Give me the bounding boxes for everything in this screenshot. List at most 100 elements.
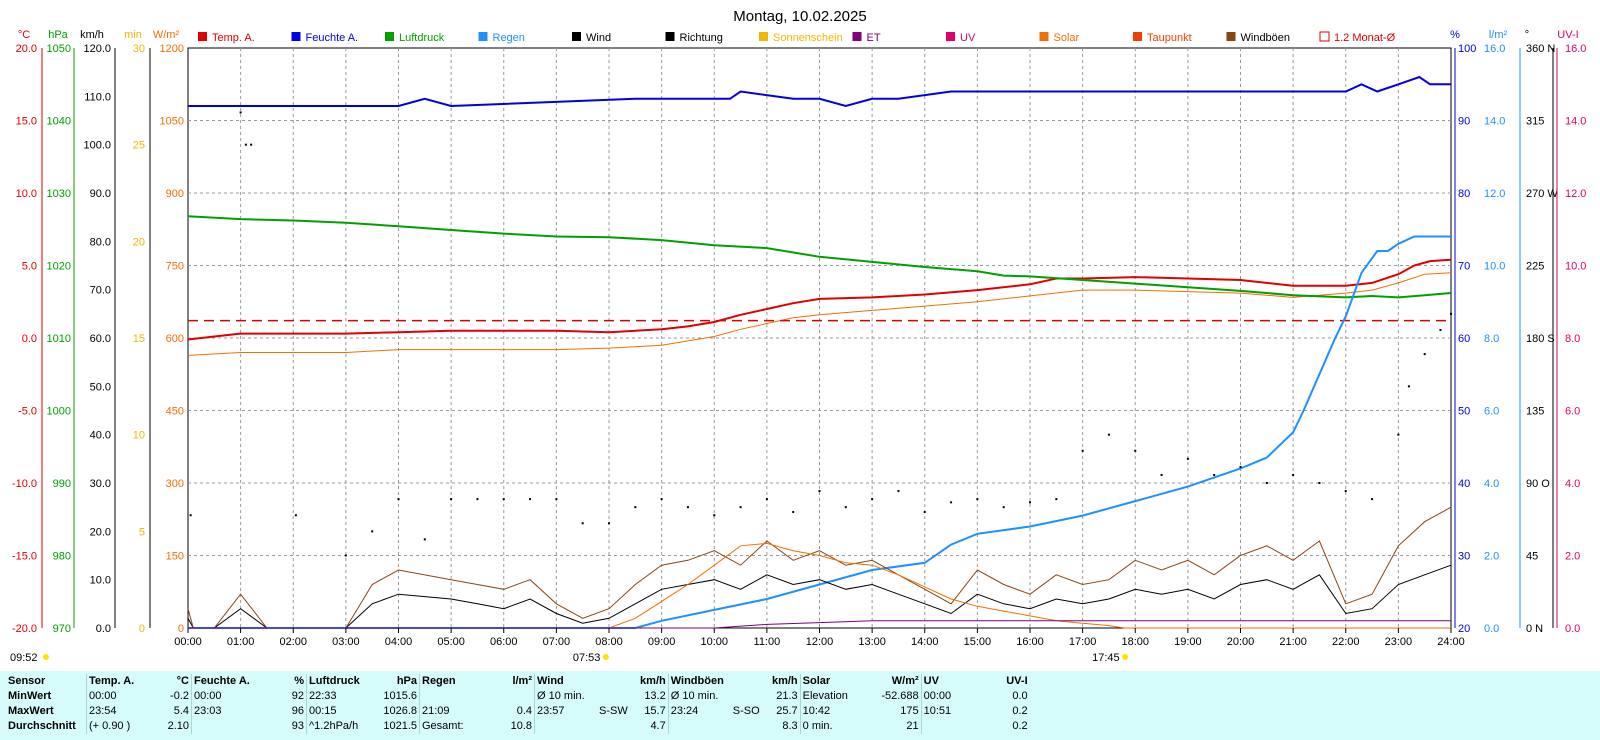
row-max-wind-time: 23:57 xyxy=(534,704,597,719)
point-richtung xyxy=(1397,433,1400,436)
point-richtung xyxy=(1423,353,1426,356)
point-richtung xyxy=(1160,473,1163,476)
point-richtung xyxy=(923,511,926,513)
row-avg: Durchschnitt (+ 0.90 ) 2.10 93 ^1.2hPa/h… xyxy=(6,719,1030,734)
row-min-uv-time: 00:00 xyxy=(920,689,976,704)
series-uv xyxy=(188,620,1451,629)
x-tick-label: 13:00 xyxy=(858,636,886,648)
x-tick-label: 08:00 xyxy=(595,636,623,648)
row-avg-label: Durchschnitt xyxy=(8,720,76,732)
row-max-solar-time: 10:42 xyxy=(799,704,867,719)
sunset-label: 17:45 xyxy=(1092,652,1120,664)
wind-tick-label: 50.0 xyxy=(90,381,111,393)
x-tick-label: 19:00 xyxy=(1174,636,1202,648)
direction-tick-label: 90 O xyxy=(1526,478,1550,490)
humidity-tick-label: 100 xyxy=(1458,43,1476,55)
series-wind xyxy=(187,564,1452,629)
sunshine-tick-label: 20 xyxy=(133,236,145,248)
row-min-wind-dir xyxy=(597,689,630,704)
legend-label: Windböen xyxy=(1241,32,1291,44)
point-richtung xyxy=(189,514,192,517)
point-richtung xyxy=(739,506,742,509)
hdr-temp: Temp. A. xyxy=(86,674,149,689)
row-max-uv-time: 10:51 xyxy=(920,704,976,719)
pressure-tick-label: 970 xyxy=(53,623,71,635)
point-richtung xyxy=(1002,506,1005,509)
point-richtung xyxy=(1107,433,1110,436)
series-feuchte-a- xyxy=(188,75,1451,108)
uv-tick-label: 6.0 xyxy=(1565,406,1580,418)
row-avg-gust-time xyxy=(667,719,731,734)
row-avg-wind-time xyxy=(534,719,597,734)
row-max-label: MaxWert xyxy=(8,705,54,717)
x-tick-label: 11:00 xyxy=(754,636,781,648)
uv-tick-label: 8.0 xyxy=(1565,333,1580,345)
row-max-hum-time: 23:03 xyxy=(191,704,266,719)
row-max-wind-value: 15.7 xyxy=(644,705,666,717)
row-max-press-time: 00:15 xyxy=(306,704,373,719)
temp-tick-label: 10.0 xyxy=(16,188,37,200)
pressure-tick-label: 1030 xyxy=(47,188,71,200)
sunset-icon xyxy=(1122,654,1129,660)
humidity-tick-label: 50 xyxy=(1458,406,1470,418)
direction-tick-label: 45 xyxy=(1526,551,1538,563)
row-max-uv-value: 0.2 xyxy=(1012,705,1028,717)
rain-tick-label: 8.0 xyxy=(1484,333,1499,345)
legend-swatch xyxy=(572,32,581,41)
hdr-wind-dir xyxy=(597,674,630,689)
series-windb-en xyxy=(187,506,1452,629)
solar-tick-label: 1050 xyxy=(160,116,184,128)
solar-tick-label: 900 xyxy=(166,188,184,200)
row-min-rain-time xyxy=(419,689,496,704)
point-richtung xyxy=(371,530,374,533)
hdr-gust-unit: km/h xyxy=(771,675,798,687)
uv-tick-label: 10.0 xyxy=(1565,261,1586,273)
point-richtung xyxy=(1081,449,1084,452)
direction-tick-label: 135 xyxy=(1526,406,1544,418)
legend-swatch xyxy=(385,32,394,41)
row-min-gust-value: 21.3 xyxy=(776,690,798,702)
x-tick-label: 01:00 xyxy=(227,636,255,648)
row-max-hum-value: 96 xyxy=(291,705,304,717)
point-richtung xyxy=(1344,490,1347,493)
row-min-label: MinWert xyxy=(8,690,52,702)
x-tick-label: 12:00 xyxy=(806,636,834,648)
point-richtung xyxy=(660,498,663,501)
legend-label: Wind xyxy=(586,32,611,44)
daylength-label: 09:52 xyxy=(10,652,38,664)
point-richtung xyxy=(1407,385,1410,388)
row-min-wind-time: Ø 10 min. xyxy=(534,689,597,704)
legend-swatch xyxy=(946,32,955,41)
legend-label: Richtung xyxy=(680,32,723,44)
sunrise-icon xyxy=(602,654,609,660)
row-min-temp-time: 00:00 xyxy=(86,689,149,704)
series-luftdruck xyxy=(187,215,1452,299)
x-tick-label: 09:00 xyxy=(648,636,676,648)
legend-swatch xyxy=(1319,31,1330,42)
hdr-hum-unit: % xyxy=(294,675,304,687)
rain-tick-label: 12.0 xyxy=(1484,188,1505,200)
x-tick-label: 06:00 xyxy=(490,636,518,648)
uv-tick-label: 12.0 xyxy=(1565,188,1586,200)
temp-tick-label: 5.0 xyxy=(22,261,37,273)
point-richtung xyxy=(344,554,347,557)
weather-chart: Montag, 10.02.2025 Temp. A. Feuchte A. Luf… xyxy=(10,8,1587,664)
solar-tick-label: 750 xyxy=(166,261,184,273)
wind-tick-label: 70.0 xyxy=(90,285,111,297)
rain-tick-label: 10.0 xyxy=(1484,261,1505,273)
direction-tick-label: 360 N xyxy=(1526,43,1555,55)
hdr-wind-unit: km/h xyxy=(640,675,666,687)
row-max-gust-dir: S-SO xyxy=(732,705,760,717)
hdr-gust-dir xyxy=(731,674,762,689)
row-max-temp-value: 5.4 xyxy=(173,705,189,717)
point-richtung xyxy=(397,498,400,501)
x-tick-label: 24:00 xyxy=(1437,636,1465,648)
point-richtung xyxy=(1134,449,1137,452)
point-richtung xyxy=(1318,482,1321,484)
row-avg-press-value: 1021.5 xyxy=(383,720,417,732)
axes: 20.0 15.0 10.0 5.0 0.0 -5.0 -10.0 -15.0 -20.0 °C 1… xyxy=(12,29,1587,635)
wind-tick-label: 60.0 xyxy=(90,333,111,345)
hdr-uv-unit: UV-I xyxy=(1006,675,1028,687)
legend-label: Temp. A. xyxy=(212,32,255,44)
humidity-tick-label: 90 xyxy=(1458,116,1470,128)
